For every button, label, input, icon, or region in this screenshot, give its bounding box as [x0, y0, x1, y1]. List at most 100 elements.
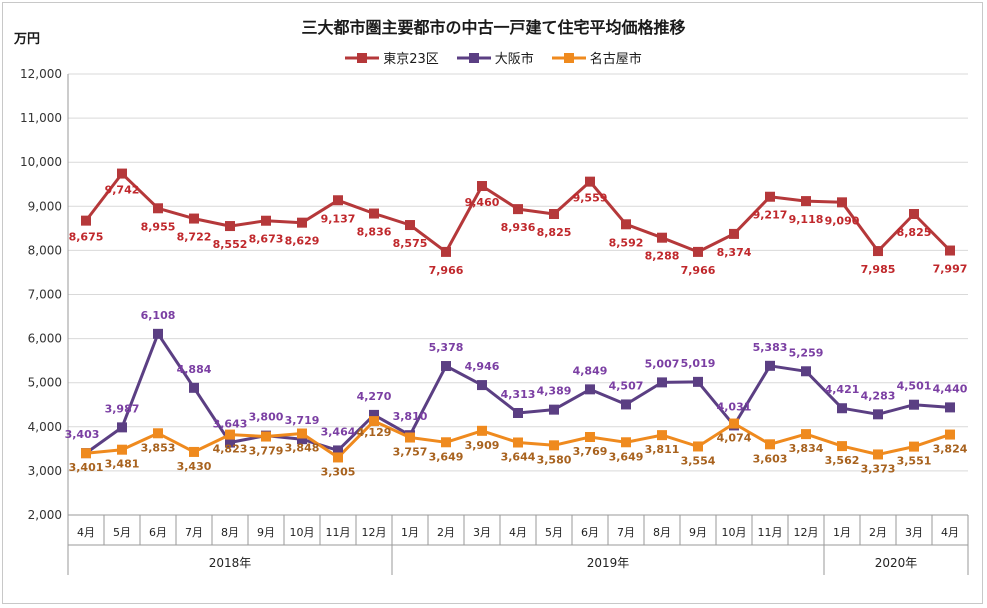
legend: 東京23区 大阪市 名古屋市 [0, 48, 987, 67]
data-point-nagoya [657, 430, 667, 441]
data-point-tokyo [405, 220, 415, 231]
x-tick-label: 4月 [941, 526, 959, 539]
data-point-tokyo [621, 219, 631, 230]
data-label-tokyo: 9,559 [573, 192, 608, 205]
y-tick-label: 7,000 [28, 288, 62, 302]
data-label-osaka: 3,403 [65, 428, 100, 441]
data-label-osaka: 3,643 [213, 418, 248, 431]
data-label-tokyo: 8,575 [393, 237, 428, 250]
data-label-osaka: 5,007 [645, 357, 680, 370]
data-point-tokyo [225, 221, 235, 232]
data-label-osaka: 4,031 [717, 400, 752, 413]
x-tick-label: 9月 [257, 526, 275, 539]
data-point-tokyo [477, 181, 487, 192]
data-label-nagoya: 3,305 [321, 465, 356, 478]
data-point-osaka [837, 403, 847, 414]
y-tick-label: 4,000 [28, 420, 62, 434]
data-point-osaka [513, 407, 523, 418]
legend-marker-tokyo [345, 52, 380, 63]
data-point-tokyo [333, 195, 343, 206]
data-point-tokyo [585, 176, 595, 187]
data-label-osaka: 4,270 [357, 390, 392, 403]
x-tick-label: 12月 [794, 526, 819, 539]
data-label-tokyo: 8,936 [501, 221, 536, 234]
data-point-tokyo [873, 246, 883, 257]
data-point-osaka [153, 328, 163, 339]
data-point-tokyo [441, 246, 451, 257]
x-tick-label: 6月 [149, 526, 167, 539]
data-label-nagoya: 3,811 [645, 443, 680, 456]
x-tick-label: 8月 [221, 526, 239, 539]
x-tick-label: 10月 [722, 526, 747, 539]
data-point-tokyo [837, 197, 847, 208]
data-point-tokyo [261, 215, 271, 226]
data-label-osaka: 5,383 [753, 341, 788, 354]
y-tick-label: 5,000 [28, 376, 62, 390]
data-point-nagoya [945, 429, 955, 440]
x-tick-label: 6月 [581, 526, 599, 539]
x-tick-label: 7月 [185, 526, 203, 539]
data-label-nagoya: 3,644 [501, 450, 536, 463]
data-point-nagoya [333, 452, 343, 463]
legend-item-tokyo: 東京23区 [345, 48, 439, 67]
data-point-osaka [117, 422, 127, 433]
x-tick-label: 11月 [326, 526, 351, 539]
y-tick-label: 6,000 [28, 332, 62, 346]
data-label-nagoya: 3,834 [789, 442, 824, 455]
data-label-nagoya: 4,823 [213, 443, 248, 456]
data-point-osaka [873, 409, 883, 420]
x-tick-label: 9月 [689, 526, 707, 539]
data-point-nagoya [441, 437, 451, 448]
data-point-osaka [765, 360, 775, 371]
data-point-osaka [621, 399, 631, 410]
data-point-osaka [585, 384, 595, 395]
data-point-nagoya [405, 432, 415, 443]
x-tick-label: 11月 [758, 526, 783, 539]
data-point-tokyo [189, 213, 199, 224]
y-tick-label: 2,000 [28, 508, 62, 522]
data-label-tokyo: 8,288 [645, 250, 680, 263]
data-point-nagoya [369, 416, 379, 427]
data-point-nagoya [81, 448, 91, 459]
data-label-osaka: 4,501 [897, 380, 932, 393]
data-label-osaka: 4,884 [177, 363, 212, 376]
data-label-osaka: 4,313 [501, 388, 536, 401]
chart-title: 三大都市圏主要都市の中古一戸建て住宅平均価格推移 [301, 18, 686, 37]
data-point-nagoya [225, 429, 235, 440]
data-label-nagoya: 3,401 [69, 461, 104, 474]
y-tick-label: 10,000 [20, 155, 62, 169]
data-point-nagoya [549, 440, 559, 451]
data-point-tokyo [153, 203, 163, 214]
data-point-osaka [657, 377, 667, 388]
data-label-osaka: 4,389 [537, 385, 572, 398]
data-label-tokyo: 8,592 [609, 236, 644, 249]
year-label: 2019年 [587, 556, 630, 570]
data-label-nagoya: 3,853 [141, 441, 176, 454]
x-tick-label: 8月 [653, 526, 671, 539]
data-point-nagoya [693, 441, 703, 452]
data-point-nagoya [297, 428, 307, 439]
data-label-tokyo: 8,825 [537, 226, 572, 239]
y-tick-label: 3,000 [28, 464, 62, 478]
y-tick-label: 12,000 [20, 67, 62, 81]
x-tick-label: 7月 [617, 526, 635, 539]
data-label-osaka: 4,440 [933, 382, 968, 395]
data-point-nagoya [765, 439, 775, 450]
data-label-nagoya: 4,129 [357, 426, 392, 439]
legend-label-osaka: 大阪市 [494, 52, 534, 67]
data-point-nagoya [585, 431, 595, 442]
x-tick-label: 2月 [869, 526, 887, 539]
data-label-tokyo: 9,742 [105, 184, 140, 197]
x-tick-label: 5月 [113, 526, 131, 539]
legend-marker-nagoya [551, 52, 586, 63]
data-label-nagoya: 3,824 [933, 443, 968, 456]
data-point-tokyo [729, 228, 739, 239]
data-point-tokyo [801, 196, 811, 207]
legend-marker-osaka [456, 52, 491, 63]
y-tick-label: 11,000 [20, 111, 62, 125]
data-point-osaka [189, 382, 199, 393]
data-point-nagoya [477, 425, 487, 436]
data-label-osaka: 4,946 [465, 360, 500, 373]
